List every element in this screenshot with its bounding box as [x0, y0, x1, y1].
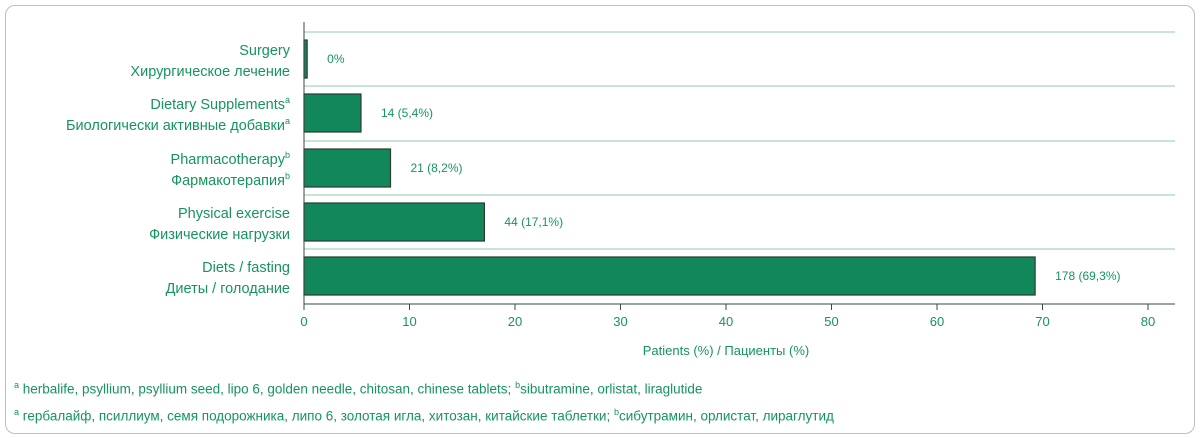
footnote-english: a herbalife, psyllium, psyllium seed, li…	[14, 374, 834, 401]
category-label-en: Dietary Supplementsa	[150, 95, 290, 113]
bar	[303, 148, 392, 188]
footnote-mark-a: a	[14, 380, 20, 390]
category-label-en: Diets / fasting	[202, 260, 290, 276]
footnote-b-text: sibutramine, orlistat, liraglutide	[520, 381, 703, 397]
category-label-en: Surgery	[239, 43, 291, 59]
x-tick-label: 10	[402, 314, 416, 329]
footnote-a-text: herbalife, psyllium, psyllium seed, lipo…	[19, 381, 516, 397]
category-label-en: Pharmacotherapyb	[171, 150, 290, 168]
footnote-b-text-ru: сибутрамин, орлистат, лираглутид	[618, 408, 834, 423]
x-tick-label: 30	[613, 314, 627, 329]
footnote-russian: a гербалайф, псиллиум, семя подорожника,…	[14, 401, 834, 428]
footnote-mark-b: b	[515, 380, 521, 390]
value-label: 44 (17,1%)	[504, 215, 563, 229]
x-tick-label: 20	[508, 314, 522, 329]
x-tick-label: 80	[1141, 314, 1155, 329]
category-label-ru: Хирургическое лечение	[130, 64, 290, 80]
bar	[303, 202, 486, 242]
bar	[303, 93, 362, 133]
bar	[303, 256, 1036, 296]
x-tick-label: 60	[930, 314, 944, 329]
x-tick-label: 0	[300, 314, 307, 329]
category-label-ru: Физические нагрузки	[149, 227, 290, 243]
value-label: 14 (5,4%)	[381, 106, 433, 120]
chart-frame	[5, 5, 1195, 434]
value-label: 178 (69,3%)	[1055, 269, 1120, 283]
x-tick-label: 40	[719, 314, 733, 329]
category-label-ru: Диеты / голодание	[166, 281, 290, 297]
value-label: 21 (8,2%)	[411, 161, 463, 175]
footnote-mark-b-ru: b	[613, 406, 619, 417]
value-label: 0%	[327, 52, 345, 66]
x-axis-title: Patients (%) / Пациенты (%)	[643, 343, 809, 358]
footnotes: a herbalife, psyllium, psyllium seed, li…	[14, 374, 834, 427]
category-label-en: Physical exercise	[178, 206, 290, 222]
category-label-ru: Биологически активные добавкиa	[66, 116, 290, 134]
footnote-a-text-ru: гербалайф, псиллиум, семя подорожника, л…	[19, 408, 614, 423]
footnote-mark-a-ru: a	[14, 406, 20, 417]
x-tick-label: 70	[1035, 314, 1049, 329]
category-label-ru: Фармакотерапияb	[171, 171, 290, 189]
x-tick-label: 50	[824, 314, 838, 329]
